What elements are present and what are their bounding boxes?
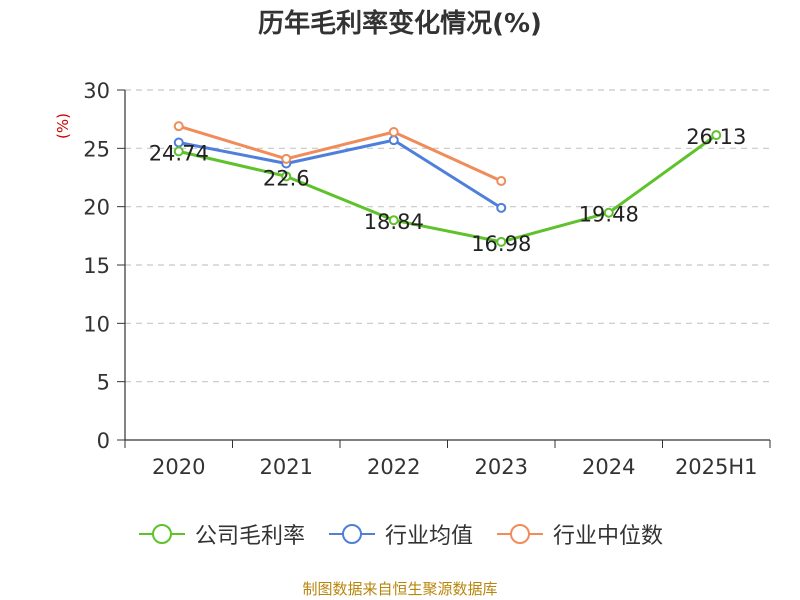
point-s0-2021 bbox=[281, 171, 292, 182]
series-line-0 bbox=[178, 133, 718, 244]
chart-title: 历年毛利率变化情况(%) bbox=[258, 9, 542, 39]
x-tick-label-2022: 2022 bbox=[367, 455, 420, 479]
y-tick-label-5: 5 bbox=[97, 371, 110, 395]
y-tick-label-25: 25 bbox=[83, 137, 110, 161]
x-tick-label-2024: 2024 bbox=[582, 455, 635, 479]
y-tick-label-15: 15 bbox=[83, 254, 110, 278]
grid-lines bbox=[125, 89, 770, 383]
legend-item-2[interactable]: 行业中位数 bbox=[495, 518, 663, 550]
data-label-2020: 24.74 bbox=[149, 141, 209, 165]
legend-item-0[interactable]: 公司毛利率 bbox=[137, 518, 305, 550]
y-tick-label-30: 30 bbox=[83, 79, 110, 103]
data-label-2025H1: 26.13 bbox=[686, 125, 746, 149]
legend-swatch-1 bbox=[328, 524, 375, 544]
point-s1-2023 bbox=[496, 202, 507, 213]
source-note: 制图数据来自恒生聚源数据库 bbox=[302, 580, 498, 598]
axes: 0 5 10 15 20 25 30 2020 2021 2022 2023 2024 2025H1 bbox=[83, 79, 771, 479]
x-tick-label-2023: 2023 bbox=[475, 455, 528, 479]
data-labels: 24.74 22.6 18.84 16.98 19.48 26.13 bbox=[149, 125, 747, 256]
data-label-2021: 22.6 bbox=[263, 166, 310, 190]
point-s0-2024 bbox=[603, 207, 614, 218]
legend-label-1: 行业均值 bbox=[384, 524, 473, 549]
legend-label-2: 行业中位数 bbox=[553, 524, 664, 549]
x-tick-label-2021: 2021 bbox=[260, 455, 313, 479]
y-tick-label-10: 10 bbox=[83, 312, 110, 336]
series bbox=[173, 121, 722, 247]
data-label-2022: 18.84 bbox=[364, 210, 424, 234]
point-s0-2025H1 bbox=[711, 130, 722, 141]
point-s2-2021 bbox=[281, 153, 292, 164]
point-s2-2020 bbox=[173, 121, 184, 132]
point-s2-2022 bbox=[388, 127, 399, 137]
legend-label-0: 公司毛利率 bbox=[194, 524, 305, 549]
legend-swatch-0 bbox=[138, 524, 185, 544]
series-line-2 bbox=[178, 124, 502, 183]
data-label-2024: 19.48 bbox=[579, 203, 639, 227]
point-s1-2022 bbox=[388, 135, 399, 146]
legend-swatch-2 bbox=[497, 524, 543, 544]
x-tick-label-2025H1: 2025H1 bbox=[675, 455, 758, 479]
point-s2-2023 bbox=[496, 176, 507, 186]
y-axis-title: (%) bbox=[54, 113, 72, 139]
series-line-1 bbox=[178, 138, 503, 210]
x-tick-label-2020: 2020 bbox=[152, 455, 205, 479]
y-tick-label-20: 20 bbox=[83, 196, 110, 220]
data-label-2023: 16.98 bbox=[471, 232, 531, 256]
point-s0-2020 bbox=[173, 146, 184, 157]
point-s0-2022 bbox=[388, 215, 399, 226]
legend-item-1[interactable]: 行业均值 bbox=[327, 518, 473, 550]
legend: 公司毛利率 行业均值 行业中位数 bbox=[0, 518, 800, 550]
y-tick-label-0: 0 bbox=[97, 429, 110, 453]
point-s0-2023 bbox=[496, 236, 507, 247]
